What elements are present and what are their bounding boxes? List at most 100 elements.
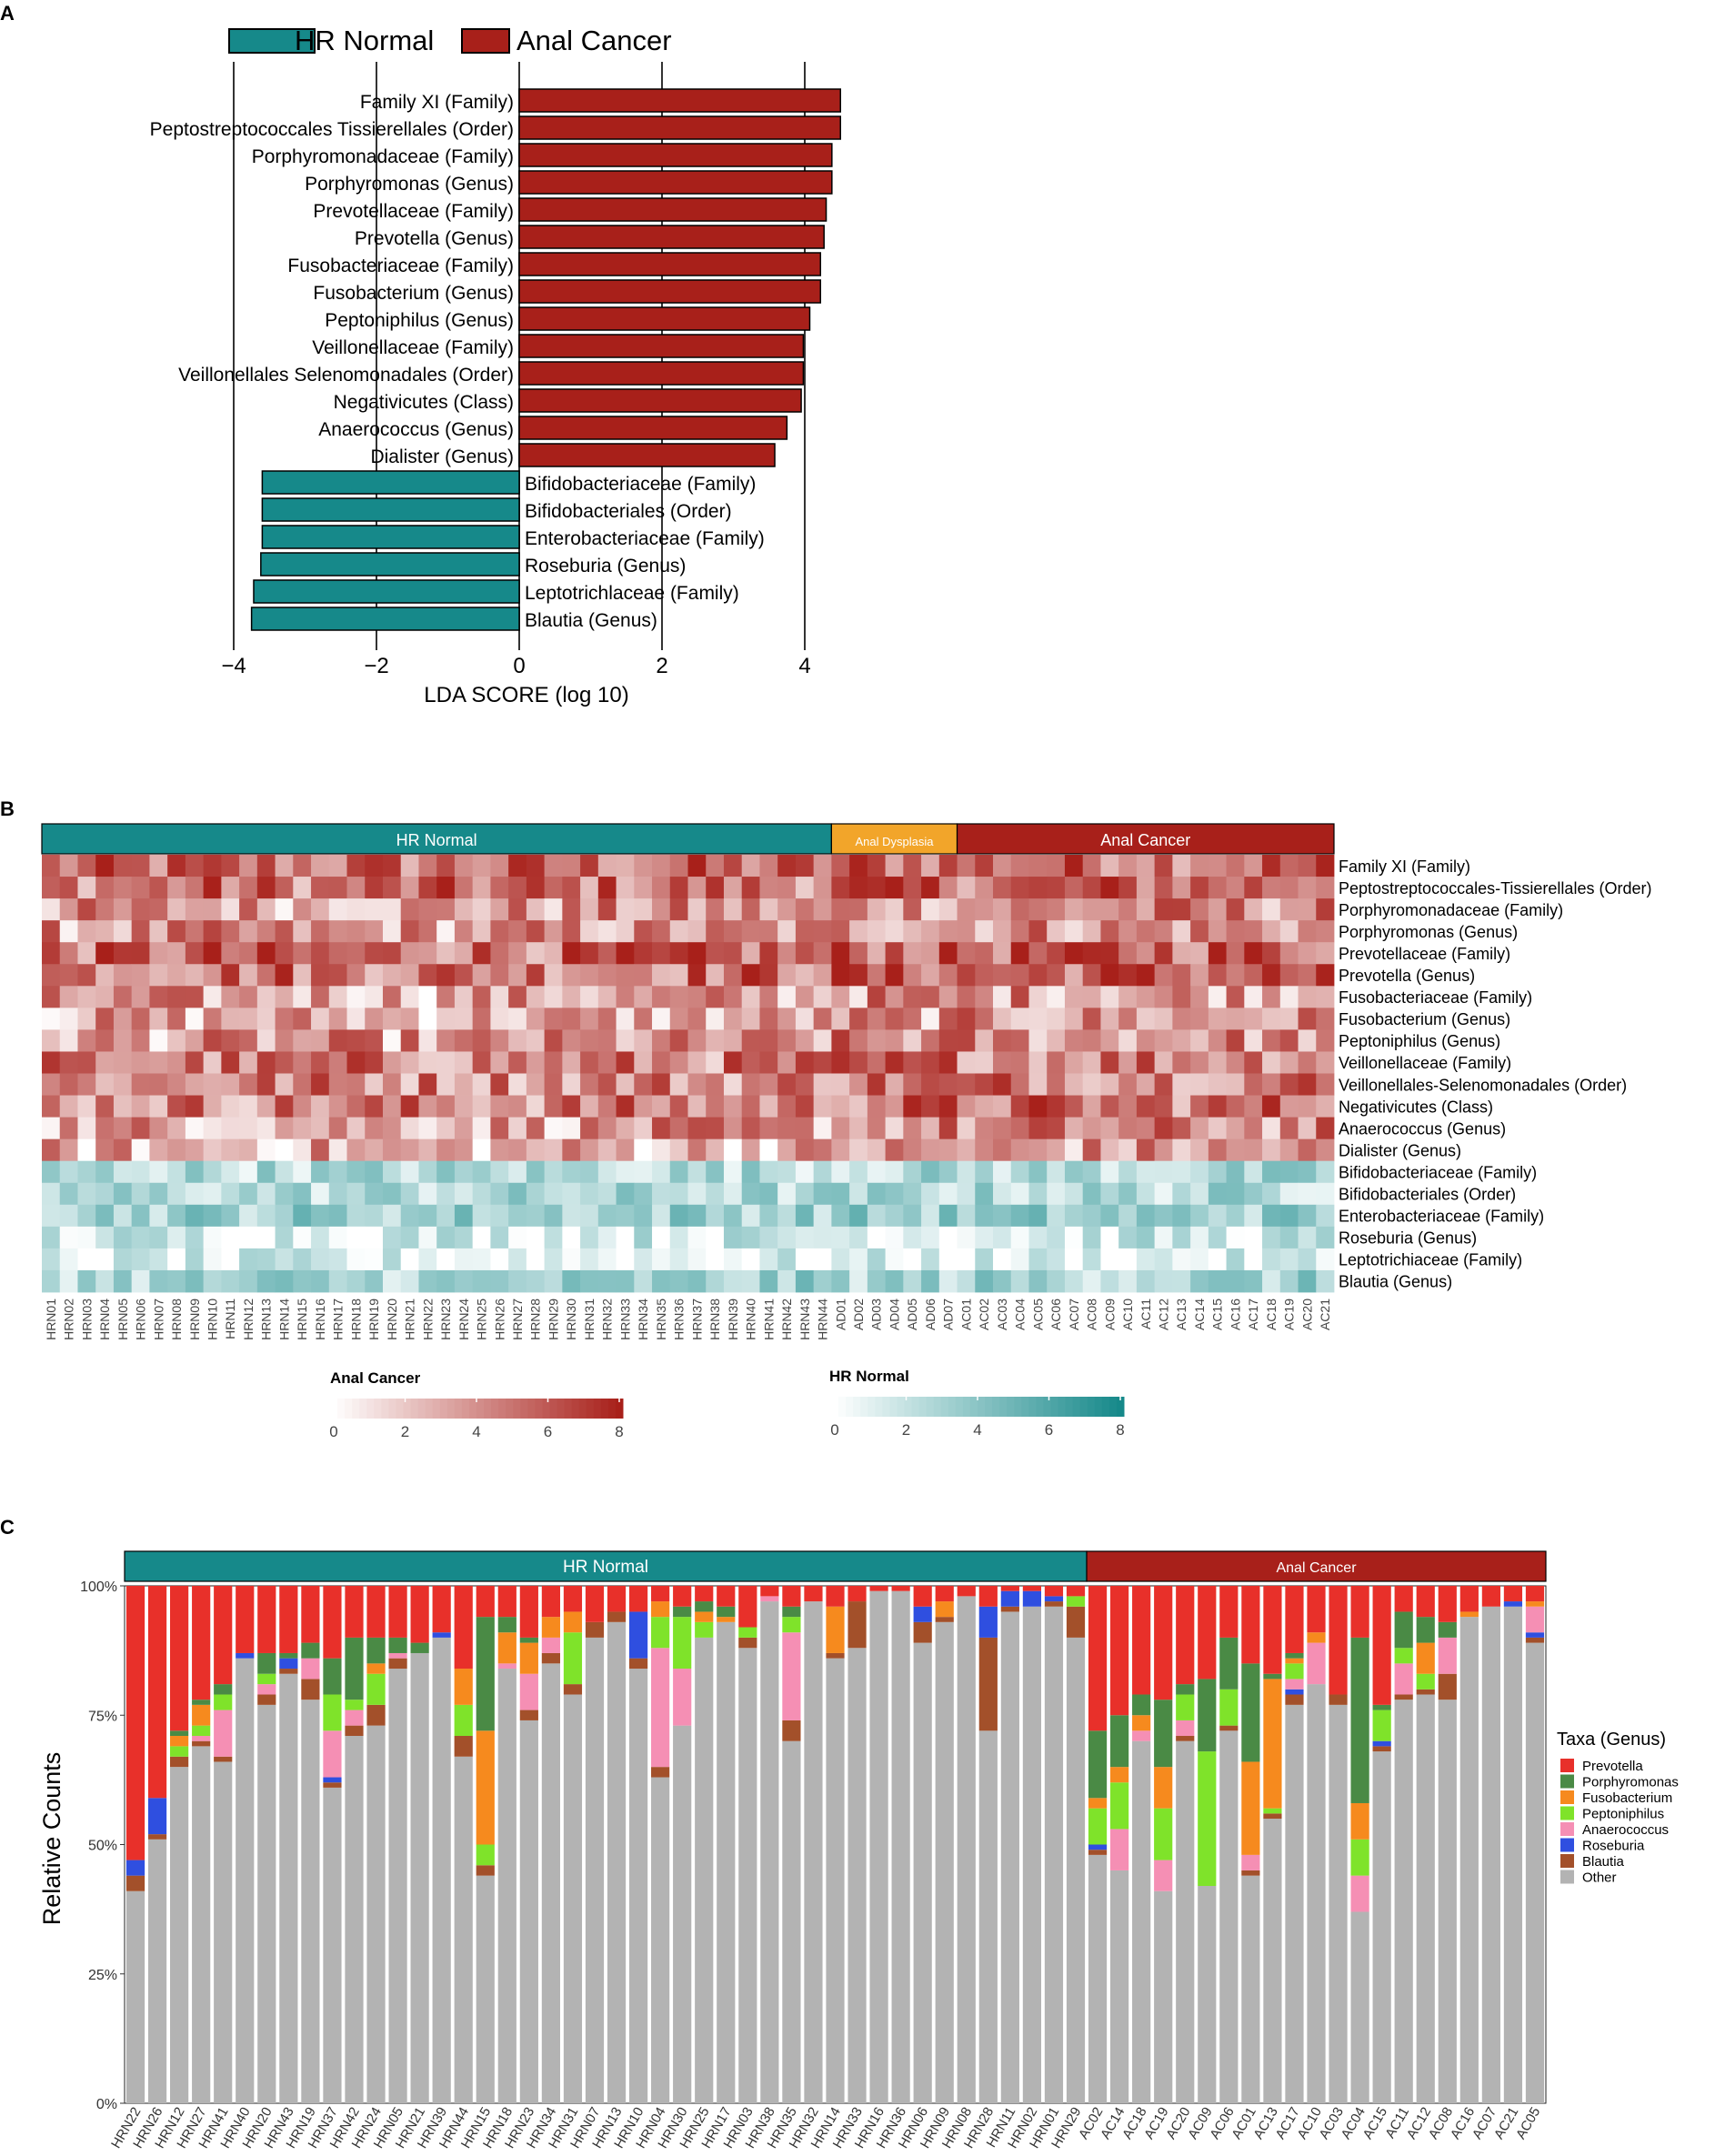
heatmap-cell bbox=[77, 1248, 96, 1271]
heatmap-legend-gradient-step bbox=[999, 1397, 1008, 1417]
heatmap-cell bbox=[669, 1269, 688, 1293]
heatmap-cell bbox=[346, 1029, 366, 1052]
heatmap-cell bbox=[723, 1248, 743, 1271]
heatmap-cell bbox=[526, 1248, 546, 1271]
heatmap-cell bbox=[867, 1269, 886, 1293]
heatmap-cell bbox=[706, 1138, 725, 1162]
heatmap-cell bbox=[113, 1117, 133, 1140]
heatmap-cell bbox=[597, 1248, 617, 1271]
heatmap-cell bbox=[1172, 855, 1191, 877]
heatmap-cell bbox=[867, 1226, 886, 1249]
heatmap-cell bbox=[203, 920, 222, 943]
heatmap-cell bbox=[634, 1029, 653, 1052]
heatmap-cell bbox=[239, 877, 258, 899]
heatmap-cell bbox=[149, 1117, 168, 1140]
heatmap-cell bbox=[1262, 1138, 1281, 1162]
heatmap-cell bbox=[77, 877, 96, 899]
heatmap-cell bbox=[346, 1182, 366, 1206]
heatmap-legend-gradient-step bbox=[446, 1399, 456, 1419]
heatmap-cell bbox=[1028, 1029, 1048, 1052]
stacked-segment-fusobacterium bbox=[497, 1632, 517, 1664]
heatmap-cell bbox=[831, 1073, 850, 1096]
heatmap-cell bbox=[849, 1008, 868, 1030]
stacked-segment-prevotella bbox=[673, 1586, 692, 1607]
heatmap-cell bbox=[185, 1182, 205, 1206]
heatmap-sample-label: HRN36 bbox=[672, 1299, 687, 1340]
heatmap-cell bbox=[239, 1160, 258, 1184]
heatmap-cell bbox=[938, 1051, 958, 1074]
heatmap-sample-label: HRN09 bbox=[187, 1299, 202, 1340]
heatmap-cell bbox=[759, 1204, 778, 1228]
heatmap-cell bbox=[634, 986, 653, 1008]
heatmap-cell bbox=[472, 1248, 491, 1271]
lda-bar-label: Peptostreptococcales Tissierellales (Ord… bbox=[150, 119, 514, 140]
heatmap-cell bbox=[867, 855, 886, 877]
stacked-segment-fusobacterium bbox=[826, 1606, 845, 1653]
heatmap-cell bbox=[867, 1073, 886, 1096]
heatmap-cell bbox=[436, 1029, 456, 1052]
heatmap-cell bbox=[813, 877, 832, 899]
stacked-segment-prevotella bbox=[1394, 1586, 1413, 1612]
heatmap-cell bbox=[203, 986, 222, 1008]
heatmap-cell bbox=[706, 1248, 725, 1271]
stacked-group-label: HR Normal bbox=[563, 1558, 648, 1577]
heatmap-cell bbox=[795, 1073, 815, 1096]
heatmap-cell bbox=[1010, 1204, 1029, 1228]
heatmap-cell bbox=[849, 1138, 868, 1162]
heatmap-cell bbox=[418, 1095, 437, 1118]
heatmap-cell bbox=[1172, 1248, 1191, 1271]
stacked-legend-title: Taxa (Genus) bbox=[1557, 1730, 1666, 1750]
heatmap-cell bbox=[1028, 942, 1048, 965]
heatmap-cell bbox=[1136, 1248, 1156, 1271]
heatmap-cell bbox=[580, 1160, 599, 1184]
heatmap-cell bbox=[849, 1204, 868, 1228]
heatmap-cell bbox=[562, 1117, 581, 1140]
heatmap-cell bbox=[1136, 1204, 1156, 1228]
heatmap-cell bbox=[669, 1117, 688, 1140]
stacked-segment-prevotella bbox=[1459, 1586, 1479, 1612]
heatmap-cell bbox=[975, 986, 994, 1008]
heatmap-cell bbox=[1244, 1095, 1263, 1118]
heatmap-cell bbox=[508, 1073, 527, 1096]
heatmap-cell bbox=[42, 855, 61, 877]
heatmap-cell bbox=[831, 1269, 850, 1293]
heatmap-cell bbox=[1316, 1117, 1335, 1140]
heatmap-cell bbox=[1190, 1073, 1209, 1096]
heatmap-cell bbox=[1190, 1051, 1209, 1074]
heatmap-cell bbox=[1047, 942, 1066, 965]
heatmap-cell bbox=[77, 1160, 96, 1184]
heatmap-cell bbox=[903, 1182, 922, 1206]
heatmap-cell bbox=[669, 1248, 688, 1271]
heatmap-cell bbox=[1118, 1204, 1138, 1228]
stacked-group-label: Anal Cancer bbox=[1276, 1560, 1357, 1576]
heatmap-cell bbox=[418, 1204, 437, 1228]
heatmap-cell bbox=[346, 1008, 366, 1030]
lda-bar-dialister-genus bbox=[518, 443, 776, 467]
heatmap-cell bbox=[131, 920, 150, 943]
heatmap-cell bbox=[346, 1269, 366, 1293]
heatmap-cell bbox=[59, 1095, 78, 1118]
stacked-segment-fusobacterium bbox=[170, 1736, 189, 1747]
stacked-segment-blautia bbox=[1263, 1813, 1282, 1820]
heatmap-legend-tick-label: 0 bbox=[329, 1423, 337, 1440]
heatmap-cell bbox=[131, 855, 150, 877]
heatmap-cell bbox=[652, 964, 671, 987]
heatmap-cell bbox=[275, 855, 294, 877]
heatmap-sample-label: AC13 bbox=[1174, 1299, 1188, 1330]
lda-bar-roseburia-genus bbox=[260, 552, 520, 577]
heatmap-row-label: Peptoniphilus (Genus) bbox=[1339, 1032, 1500, 1050]
heatmap-cell bbox=[975, 1117, 994, 1140]
heatmap-cell bbox=[328, 1138, 347, 1162]
heatmap-cell bbox=[365, 1117, 384, 1140]
heatmap-cell bbox=[131, 1226, 150, 1249]
heatmap-cell bbox=[131, 1051, 150, 1074]
heatmap-cell bbox=[831, 1051, 850, 1074]
heatmap-cell bbox=[1244, 877, 1263, 899]
lda-bar-label: Fusobacterium (Genus) bbox=[313, 283, 514, 304]
heatmap-cell bbox=[849, 877, 868, 899]
heatmap-cell bbox=[113, 1051, 133, 1074]
heatmap-cell bbox=[634, 1226, 653, 1249]
heatmap-row-label: Negativicutes (Class) bbox=[1339, 1098, 1493, 1116]
heatmap-cell bbox=[1154, 1182, 1173, 1206]
